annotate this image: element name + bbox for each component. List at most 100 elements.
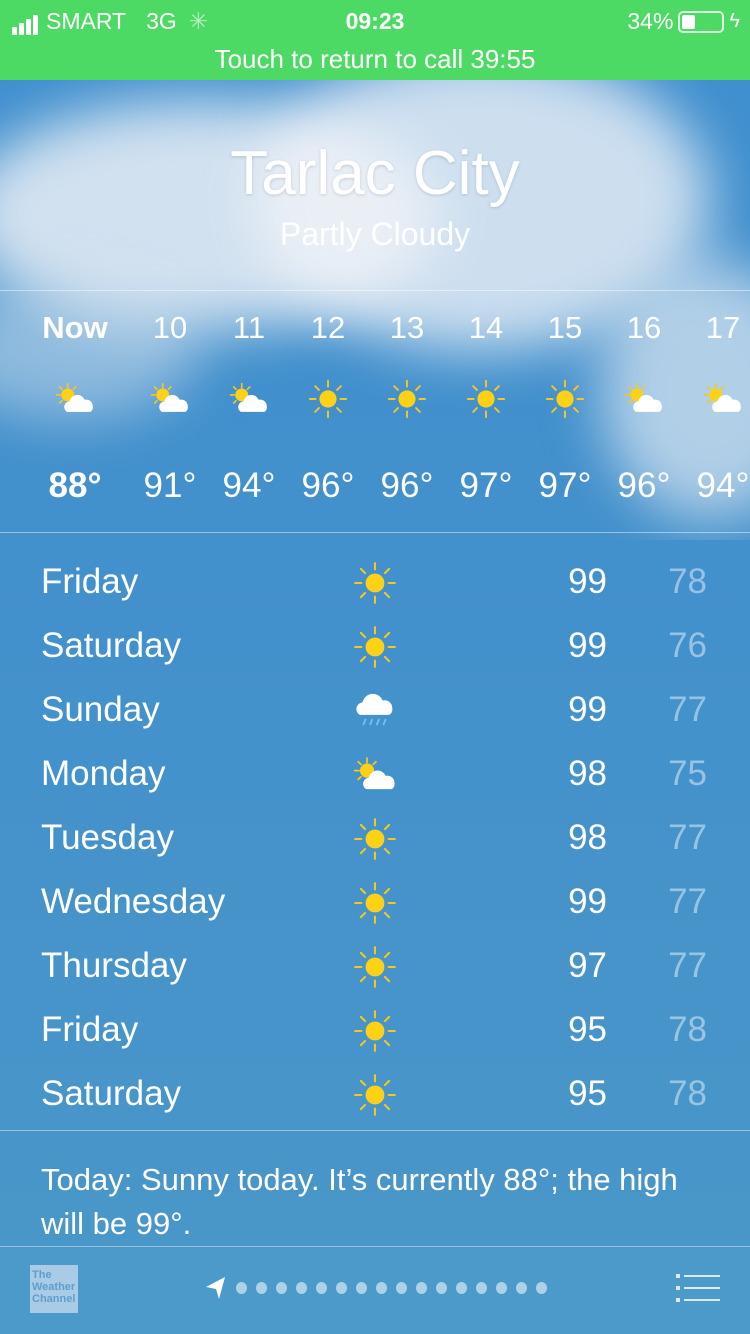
page-dot[interactable] bbox=[336, 1282, 347, 1294]
hour-temp: 97° bbox=[538, 466, 592, 505]
current-condition: Partly Cloudy bbox=[279, 216, 471, 252]
low-temp: 78 bbox=[668, 562, 707, 601]
partly-cloudy-icon bbox=[623, 378, 665, 420]
sun-icon bbox=[307, 378, 349, 420]
high-temp: 99 bbox=[568, 562, 607, 601]
high-temp: 95 bbox=[568, 1074, 607, 1113]
low-temp: 77 bbox=[668, 882, 707, 921]
return-to-call-banner[interactable]: Touch to return to call 39:55 bbox=[214, 44, 536, 74]
day-name: Tuesday bbox=[41, 818, 174, 857]
low-temp: 77 bbox=[668, 818, 707, 857]
high-temp: 99 bbox=[568, 882, 607, 921]
low-temp: 78 bbox=[668, 1074, 707, 1113]
hour-label: 17 bbox=[705, 310, 741, 345]
hour-temp: 96° bbox=[301, 466, 355, 505]
day-name: Friday bbox=[41, 562, 139, 601]
hour-label: 11 bbox=[232, 310, 266, 345]
page-dot[interactable] bbox=[416, 1282, 427, 1294]
high-temp: 98 bbox=[568, 818, 607, 857]
weather-channel-logo[interactable]: The Weather Channel bbox=[30, 1265, 78, 1313]
partly-cloudy-icon bbox=[54, 378, 96, 420]
low-temp: 77 bbox=[668, 946, 707, 985]
day-name: Friday bbox=[41, 1010, 139, 1049]
sun-icon bbox=[352, 560, 398, 606]
divider bbox=[0, 1130, 750, 1131]
hour-label: 16 bbox=[626, 310, 662, 345]
day-name: Thursday bbox=[41, 946, 187, 985]
page-dot[interactable] bbox=[496, 1282, 507, 1294]
divider bbox=[0, 1246, 750, 1247]
page-dot[interactable] bbox=[276, 1282, 287, 1294]
partly-cloudy-icon bbox=[352, 752, 398, 798]
hour-temp: 96° bbox=[380, 466, 434, 505]
footer-toolbar: The Weather Channel bbox=[0, 1248, 750, 1334]
sun-icon bbox=[352, 816, 398, 862]
divider bbox=[0, 532, 750, 533]
hour-label: 12 bbox=[310, 310, 346, 345]
page-dot[interactable] bbox=[536, 1282, 547, 1294]
page-dot[interactable] bbox=[456, 1282, 467, 1294]
sun-icon bbox=[352, 880, 398, 926]
high-temp: 95 bbox=[568, 1010, 607, 1049]
page-dot[interactable] bbox=[376, 1282, 387, 1294]
low-temp: 77 bbox=[668, 690, 707, 729]
city-list-icon[interactable] bbox=[676, 1274, 720, 1302]
hourly-forecast[interactable]: Now 88° 10 91° 11 94° 12 96° 13 96° 14 9… bbox=[0, 290, 750, 532]
sun-icon bbox=[544, 378, 586, 420]
clock: 09:23 bbox=[345, 8, 405, 34]
hour-temp: 96° bbox=[617, 466, 671, 505]
activity-spinner-icon: ✳ bbox=[188, 8, 209, 34]
partly-cloudy-icon bbox=[228, 378, 270, 420]
daily-row: Saturday 95 78 bbox=[0, 1062, 750, 1126]
sun-icon bbox=[352, 624, 398, 670]
daily-row: Sunday 99 77 bbox=[0, 678, 750, 742]
hour-label: 15 bbox=[547, 310, 583, 345]
low-temp: 75 bbox=[668, 754, 707, 793]
sun-icon bbox=[352, 1072, 398, 1118]
day-name: Monday bbox=[41, 754, 166, 793]
page-dot[interactable] bbox=[256, 1282, 267, 1294]
daily-row: Monday 98 75 bbox=[0, 742, 750, 806]
high-temp: 99 bbox=[568, 626, 607, 665]
hour-temp: 97° bbox=[459, 466, 513, 505]
daily-row: Friday 99 78 bbox=[0, 550, 750, 614]
page-dot[interactable] bbox=[396, 1282, 407, 1294]
battery-icon bbox=[678, 10, 725, 33]
page-dot[interactable] bbox=[236, 1282, 247, 1294]
daily-row: Wednesday 99 77 bbox=[0, 870, 750, 934]
hour-temp: 91° bbox=[143, 466, 197, 505]
page-dot[interactable] bbox=[476, 1282, 487, 1294]
daily-row: Saturday 99 76 bbox=[0, 614, 750, 678]
day-name: Saturday bbox=[41, 626, 182, 665]
daily-row: Friday 95 78 bbox=[0, 998, 750, 1062]
high-temp: 98 bbox=[568, 754, 607, 793]
today-summary: Today: Sunny today. It’s currently 88°; … bbox=[41, 1162, 678, 1241]
page-indicator[interactable] bbox=[205, 1276, 547, 1300]
rain-icon bbox=[352, 688, 398, 734]
sun-icon bbox=[352, 944, 398, 990]
signal-icon bbox=[12, 8, 40, 35]
battery-percent: 34% bbox=[627, 8, 674, 34]
partly-cloudy-icon bbox=[702, 378, 744, 420]
partly-cloudy-icon bbox=[149, 378, 191, 420]
day-name: Wednesday bbox=[41, 882, 226, 921]
low-temp: 76 bbox=[668, 626, 707, 665]
hour-temp: 88° bbox=[48, 466, 102, 505]
page-dot[interactable] bbox=[356, 1282, 367, 1294]
hour-temp: 94° bbox=[696, 466, 750, 505]
divider bbox=[0, 290, 750, 291]
page-dot[interactable] bbox=[516, 1282, 527, 1294]
daily-forecast[interactable]: Friday 99 78 Saturday 99 76 Sunday 99 77… bbox=[0, 550, 750, 1126]
day-name: Saturday bbox=[41, 1074, 182, 1113]
page-dot[interactable] bbox=[436, 1282, 447, 1294]
status-bar[interactable]: SMART 3G ✳ 09:23 34% ϟ Touch to return t… bbox=[0, 0, 750, 80]
hour-label: 10 bbox=[152, 310, 188, 345]
city-name: Tarlac City bbox=[230, 139, 520, 208]
page-dot[interactable] bbox=[316, 1282, 327, 1294]
sun-icon bbox=[386, 378, 428, 420]
day-name: Sunday bbox=[41, 690, 160, 729]
page-dot[interactable] bbox=[296, 1282, 307, 1294]
high-temp: 97 bbox=[568, 946, 607, 985]
hour-label: 14 bbox=[468, 310, 504, 345]
hour-label: 13 bbox=[389, 310, 425, 345]
